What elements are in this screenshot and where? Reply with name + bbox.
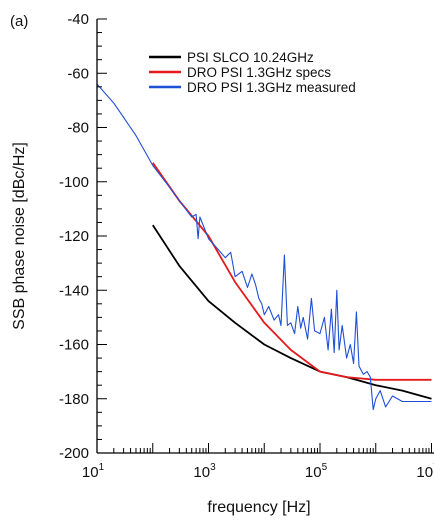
x-tick-label: 107 (416, 462, 434, 481)
series-line-2 (152, 162, 432, 381)
axes-frame (96, 18, 434, 454)
x-axis-label: frequency [Hz] (207, 499, 310, 516)
series-line-3 (97, 83, 432, 411)
y-tick-label: -200 (59, 445, 89, 462)
y-tick-labels: -40 -60 -80 -100 -120 -140 -160 -180 -200 (59, 11, 89, 462)
series-line-1 (152, 224, 432, 400)
x-tick-label: 103 (193, 462, 216, 481)
y-tick-label: -120 (59, 228, 89, 245)
x-tick-label: 105 (305, 462, 328, 481)
y-tick-label: -60 (67, 65, 89, 82)
panel-label: (a) (10, 13, 28, 30)
legend-entry: DRO PSI 1.3GHz measured (187, 80, 356, 95)
y-tick-label: -100 (59, 174, 89, 191)
x-tick-labels: 101 103 105 107 (82, 462, 434, 481)
legend-entry: PSI SLCO 10.24GHz (187, 50, 314, 65)
x-tick-label: 101 (82, 462, 105, 481)
y-tick-label: -160 (59, 337, 89, 354)
series-layer (97, 83, 432, 411)
y-tick-label: -80 (67, 120, 89, 137)
legend-entry: DRO PSI 1.3GHz specs (187, 65, 331, 80)
y-axis-label: SSB phase noise [dBc/Hz] (11, 142, 28, 330)
y-tick-label: -180 (59, 391, 89, 408)
y-tick-label: -140 (59, 282, 89, 299)
y-tick-label: -40 (67, 11, 89, 28)
